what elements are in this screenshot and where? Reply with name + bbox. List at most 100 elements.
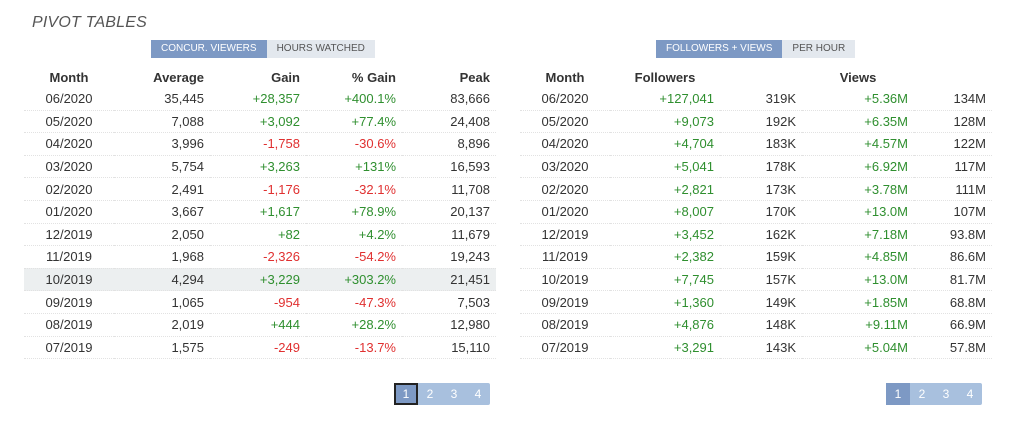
table-row: 01/2020 +8,007 170K +13.0M 107M bbox=[520, 200, 992, 224]
table-row: 01/2020 3,667 +1,617 +78.9% 20,137 bbox=[24, 200, 496, 224]
peak-cell: 8,896 bbox=[402, 132, 496, 156]
views-gain-cell: +6.35M bbox=[802, 110, 914, 134]
column-header-followers[interactable]: Followers bbox=[634, 69, 696, 85]
page-2-button[interactable]: 2 bbox=[918, 387, 926, 401]
month-cell: 02/2020 bbox=[24, 177, 114, 201]
views-gain-cell: +6.92M bbox=[802, 155, 914, 179]
page-3-button[interactable]: 3 bbox=[942, 387, 950, 401]
gain-cell: +3,092 bbox=[210, 110, 306, 134]
month-cell: 04/2020 bbox=[24, 132, 114, 156]
peak-cell: 11,708 bbox=[402, 177, 496, 201]
table-row: 04/2020 +4,704 183K +4.57M 122M bbox=[520, 132, 992, 156]
page-1-button[interactable]: 1 bbox=[886, 383, 910, 405]
followers-gain-cell: +9,073 bbox=[610, 110, 720, 134]
average-cell: 2,050 bbox=[114, 223, 210, 247]
views-total-cell: 134M bbox=[914, 88, 992, 111]
peak-cell: 12,980 bbox=[402, 313, 496, 337]
table-row: 07/2019 1,575 -249 -13.7% 15,110 bbox=[24, 336, 496, 360]
month-cell: 03/2020 bbox=[24, 155, 114, 179]
views-gain-cell: +13.0M bbox=[802, 200, 914, 224]
pct-gain-cell: +78.9% bbox=[306, 200, 402, 224]
followers-total-cell: 178K bbox=[720, 155, 802, 179]
pct-gain-cell: +131% bbox=[306, 155, 402, 179]
average-cell: 1,575 bbox=[114, 336, 210, 360]
views-total-cell: 93.8M bbox=[914, 223, 992, 247]
table-row: 12/2019 2,050 +82 +4.2% 11,679 bbox=[24, 223, 496, 247]
column-header-month[interactable]: Month bbox=[49, 69, 89, 85]
table-row: 06/2020 35,445 +28,357 +400.1% 83,666 bbox=[24, 88, 496, 111]
month-cell: 08/2019 bbox=[24, 313, 114, 337]
average-cell: 1,065 bbox=[114, 290, 210, 314]
peak-cell: 20,137 bbox=[402, 200, 496, 224]
followers-total-cell: 149K bbox=[720, 290, 802, 314]
peak-cell: 83,666 bbox=[402, 88, 496, 111]
gain-cell: -249 bbox=[210, 336, 306, 360]
gain-cell: -1,176 bbox=[210, 177, 306, 201]
page-2-button[interactable]: 2 bbox=[426, 387, 434, 401]
gain-cell: -2,326 bbox=[210, 245, 306, 269]
pct-gain-cell: -32.1% bbox=[306, 177, 402, 201]
followers-gain-cell: +4,704 bbox=[610, 132, 720, 156]
followers-table: Month Followers Views 06/2020 +127,041 319… bbox=[520, 66, 992, 360]
page-title: PIVOT TABLES bbox=[32, 14, 148, 31]
gain-cell: +3,263 bbox=[210, 155, 306, 179]
peak-cell: 15,110 bbox=[402, 336, 496, 360]
column-header-month[interactable]: Month bbox=[545, 69, 585, 85]
average-cell: 7,088 bbox=[114, 110, 210, 134]
table-row: 03/2020 +5,041 178K +6.92M 117M bbox=[520, 155, 992, 179]
peak-cell: 19,243 bbox=[402, 245, 496, 269]
table-row: 03/2020 5,754 +3,263 +131% 16,593 bbox=[24, 155, 496, 179]
table-row: 11/2019 1,968 -2,326 -54.2% 19,243 bbox=[24, 245, 496, 269]
gain-cell: -1,758 bbox=[210, 132, 306, 156]
table-row: 07/2019 +3,291 143K +5.04M 57.8M bbox=[520, 336, 992, 360]
peak-cell: 7,503 bbox=[402, 290, 496, 314]
views-gain-cell: +5.04M bbox=[802, 336, 914, 360]
page-1-button[interactable]: 1 bbox=[394, 383, 418, 405]
views-total-cell: 117M bbox=[914, 155, 992, 179]
table-row: 11/2019 +2,382 159K +4.85M 86.6M bbox=[520, 245, 992, 269]
followers-total-cell: 170K bbox=[720, 200, 802, 224]
followers-total-cell: 148K bbox=[720, 313, 802, 337]
followers-gain-cell: +2,821 bbox=[610, 177, 720, 201]
peak-cell: 21,451 bbox=[402, 268, 496, 292]
tab-per-hour[interactable]: PER HOUR bbox=[782, 40, 856, 58]
page-3-button[interactable]: 3 bbox=[450, 387, 458, 401]
month-cell: 07/2019 bbox=[520, 336, 610, 360]
table-header-row: Month Followers Views bbox=[520, 66, 992, 88]
tab-hours-watched[interactable]: HOURS WATCHED bbox=[266, 40, 375, 58]
views-gain-cell: +1.85M bbox=[802, 290, 914, 314]
views-total-cell: 68.8M bbox=[914, 290, 992, 314]
followers-gain-cell: +3,452 bbox=[610, 223, 720, 247]
month-cell: 09/2019 bbox=[24, 290, 114, 314]
gain-cell: +82 bbox=[210, 223, 306, 247]
column-header-peak[interactable]: Peak bbox=[459, 69, 490, 85]
followers-gain-cell: +7,745 bbox=[610, 268, 720, 292]
table-row: 12/2019 +3,452 162K +7.18M 93.8M bbox=[520, 223, 992, 247]
table-row: 08/2019 2,019 +444 +28.2% 12,980 bbox=[24, 313, 496, 337]
month-cell: 06/2020 bbox=[24, 88, 114, 111]
gain-cell: +444 bbox=[210, 313, 306, 337]
pct-gain-cell: +28.2% bbox=[306, 313, 402, 337]
table-header-row: Month Average Gain % Gain Peak bbox=[24, 66, 496, 88]
gain-cell: +1,617 bbox=[210, 200, 306, 224]
column-header-average[interactable]: Average bbox=[153, 69, 204, 85]
column-header-gain[interactable]: Gain bbox=[271, 69, 300, 85]
column-header-views[interactable]: Views bbox=[839, 69, 877, 85]
followers-total-cell: 173K bbox=[720, 177, 802, 201]
average-cell: 2,491 bbox=[114, 177, 210, 201]
page-4-button[interactable]: 4 bbox=[474, 387, 482, 401]
month-cell: 12/2019 bbox=[24, 223, 114, 247]
gain-cell: +3,229 bbox=[210, 268, 306, 292]
views-gain-cell: +3.78M bbox=[802, 177, 914, 201]
followers-gain-cell: +5,041 bbox=[610, 155, 720, 179]
tab-followers-views[interactable]: FOLLOWERS + VIEWS bbox=[656, 40, 783, 58]
column-header-pct-gain[interactable]: % Gain bbox=[351, 69, 396, 85]
views-gain-cell: +7.18M bbox=[802, 223, 914, 247]
views-total-cell: 128M bbox=[914, 110, 992, 134]
table-row: 09/2019 1,065 -954 -47.3% 7,503 bbox=[24, 290, 496, 314]
followers-total-cell: 157K bbox=[720, 268, 802, 292]
tab-concur-viewers[interactable]: CONCUR. VIEWERS bbox=[151, 40, 267, 58]
page-4-button[interactable]: 4 bbox=[966, 387, 974, 401]
views-gain-cell: +13.0M bbox=[802, 268, 914, 292]
month-cell: 11/2019 bbox=[520, 245, 610, 269]
